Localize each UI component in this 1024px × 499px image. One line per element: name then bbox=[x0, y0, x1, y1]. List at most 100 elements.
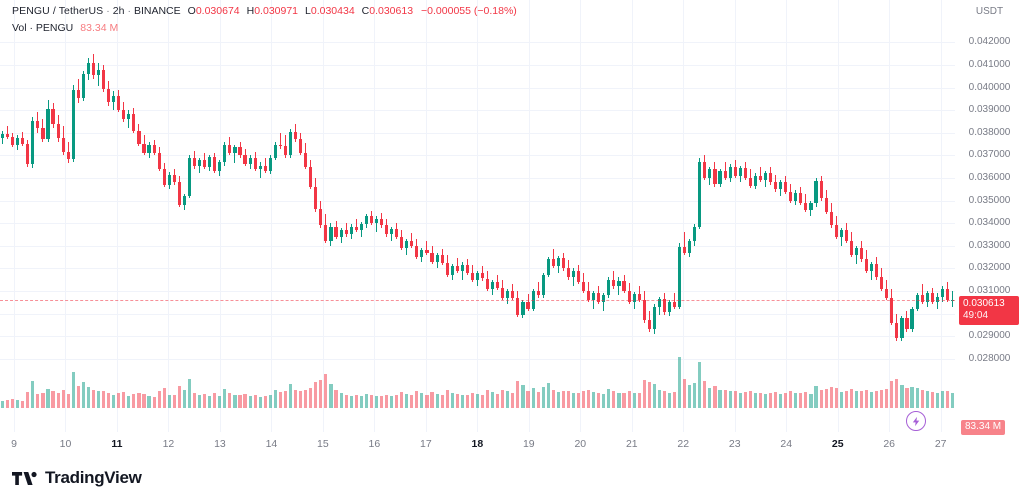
legend-close: C0.030613 bbox=[362, 4, 413, 18]
volume-bar bbox=[804, 392, 808, 408]
candle-body bbox=[0, 133, 5, 139]
legend-symbol[interactable]: PENGU / TetherUS bbox=[12, 5, 104, 17]
candle-body bbox=[491, 281, 495, 289]
volume-bar bbox=[6, 400, 10, 408]
candle-body bbox=[708, 168, 712, 178]
volume-bar bbox=[506, 391, 510, 408]
volume-bar bbox=[769, 393, 773, 408]
candle-body bbox=[71, 89, 75, 160]
volume-bar bbox=[708, 387, 712, 408]
candle-body bbox=[678, 246, 682, 307]
volume-bar bbox=[339, 393, 343, 408]
grid-line-vertical bbox=[271, 0, 273, 432]
volume-bar bbox=[940, 390, 944, 408]
candle-body bbox=[748, 177, 752, 186]
bar-countdown: 49:04 bbox=[963, 309, 989, 321]
candle-body bbox=[364, 216, 368, 225]
candle-body bbox=[132, 113, 136, 131]
time-tick: 26 bbox=[883, 438, 896, 450]
candle-body bbox=[218, 162, 222, 171]
volume-bar bbox=[354, 395, 358, 408]
volume-bar bbox=[283, 390, 288, 408]
candle-wick bbox=[855, 245, 857, 264]
volume-bar bbox=[369, 395, 373, 408]
volume-bar bbox=[400, 392, 404, 408]
candle-body bbox=[769, 173, 773, 183]
candle-body bbox=[319, 209, 323, 225]
legend-symbol-row[interactable]: PENGU / TetherUS · 2h · BINANCE O0.03067… bbox=[12, 4, 517, 18]
volume-bar bbox=[258, 397, 262, 408]
candle-body bbox=[400, 236, 404, 248]
volume-bar bbox=[218, 396, 222, 408]
candle-body bbox=[824, 198, 828, 212]
tradingview-wordmark: TradingView bbox=[45, 468, 142, 487]
candle-body bbox=[511, 290, 515, 298]
candle-body bbox=[657, 298, 661, 307]
candle-body bbox=[809, 202, 813, 210]
candle-wick bbox=[375, 216, 377, 233]
volume-bar bbox=[233, 395, 237, 408]
volume-bar bbox=[112, 394, 116, 408]
price-tick: 0.029000 bbox=[968, 330, 1011, 342]
legend-exchange[interactable]: BINANCE bbox=[133, 5, 181, 17]
candle-body bbox=[187, 158, 192, 197]
candle-body bbox=[718, 171, 722, 185]
candle-body bbox=[96, 69, 101, 76]
legend-open-key: O bbox=[187, 5, 196, 17]
volume-bar bbox=[910, 386, 914, 408]
volume-bar bbox=[127, 395, 131, 408]
candle-body bbox=[213, 157, 217, 171]
candle-body bbox=[829, 211, 833, 226]
volume-bar bbox=[314, 382, 318, 408]
candle-body bbox=[602, 295, 606, 303]
volume-bar bbox=[228, 392, 232, 408]
price-scale[interactable]: USDT 0.042000 0.041000 0.040000 0.039000 0.0… bbox=[955, 0, 1024, 435]
volume-bar bbox=[824, 389, 828, 408]
time-scale[interactable]: 9 10 11 12 13 14 15 16 17 18 19 20 21 22 23 24 25 26 27 bbox=[0, 432, 1024, 460]
candle-body bbox=[617, 280, 621, 287]
candle-body bbox=[354, 226, 358, 230]
legend-low-key: L bbox=[305, 5, 311, 17]
tradingview-logo[interactable]: TradingView bbox=[12, 468, 142, 488]
candle-body bbox=[203, 159, 207, 167]
candle-body bbox=[11, 136, 15, 146]
volume-bar bbox=[763, 393, 768, 408]
candle-body bbox=[647, 320, 651, 330]
legend-interval[interactable]: 2h bbox=[112, 5, 125, 17]
volume-bar bbox=[667, 392, 672, 408]
chart-plot-area[interactable] bbox=[0, 0, 955, 432]
candle-body bbox=[395, 228, 399, 237]
candle-body bbox=[379, 219, 384, 226]
candle-wick bbox=[871, 261, 873, 280]
candle-body bbox=[425, 250, 429, 253]
candle-body bbox=[774, 182, 778, 190]
volume-bar bbox=[16, 399, 20, 408]
candle-body bbox=[738, 167, 742, 176]
candle-body bbox=[571, 270, 576, 278]
volume-bar bbox=[516, 381, 520, 408]
volume-bar bbox=[865, 389, 869, 408]
candle-body bbox=[551, 259, 555, 267]
grid-line-vertical bbox=[477, 0, 479, 432]
volume-bar bbox=[243, 393, 247, 408]
volume-bar bbox=[652, 384, 656, 408]
candle-body bbox=[329, 226, 333, 241]
candle-body bbox=[415, 245, 419, 258]
legend-volume-row[interactable]: Vol · PENGU 83.34 M bbox=[12, 21, 517, 35]
lightning-bolt-icon[interactable] bbox=[906, 411, 926, 431]
candle-body bbox=[541, 275, 545, 296]
volume-bar bbox=[703, 381, 707, 408]
volume-bar bbox=[51, 391, 55, 408]
legend-low-value: 0.030434 bbox=[310, 5, 355, 17]
candle-body bbox=[521, 302, 525, 315]
candle-body bbox=[607, 279, 611, 296]
candle-body bbox=[561, 258, 565, 269]
candle-body bbox=[233, 147, 237, 154]
candle-body bbox=[324, 224, 328, 241]
volume-bar bbox=[470, 392, 474, 408]
candle-body bbox=[536, 290, 540, 296]
grid-line-vertical bbox=[837, 0, 839, 432]
volume-bar bbox=[253, 395, 257, 408]
candle-body bbox=[390, 228, 394, 235]
candle-body bbox=[723, 171, 727, 178]
